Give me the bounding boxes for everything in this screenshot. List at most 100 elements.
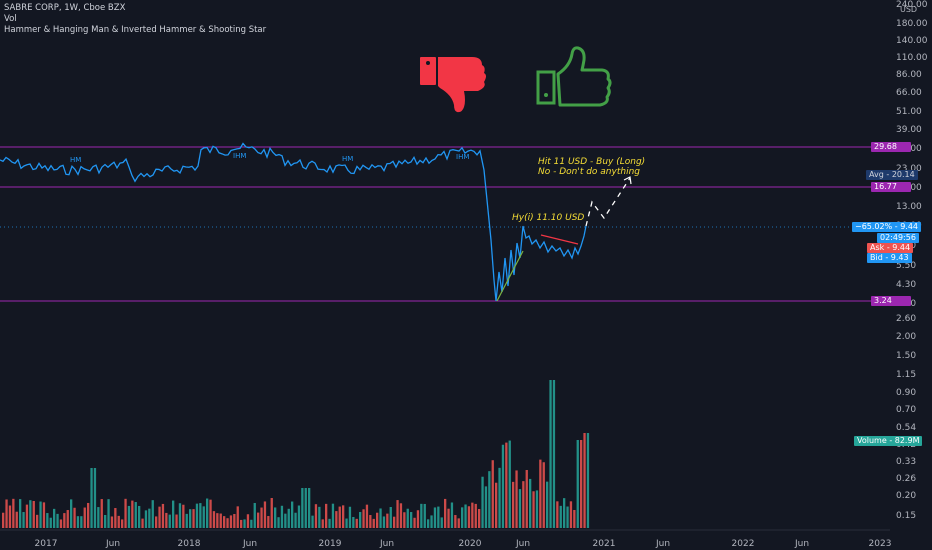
volume-bar <box>155 516 158 528</box>
level-tag-upper: 29.68 <box>871 142 911 152</box>
horizontal-levels <box>0 146 890 302</box>
price-tick-label: 86.00 <box>896 70 922 80</box>
volume-bar <box>508 440 511 528</box>
price-tick-label: 0.15 <box>896 511 916 521</box>
volume-bar <box>321 519 324 528</box>
volume-bar <box>124 498 127 528</box>
price-tick-label: 5.50 <box>896 261 916 271</box>
volume-bar <box>314 504 318 528</box>
volume-bar <box>87 502 90 528</box>
volume-bar <box>15 511 18 528</box>
volume-bar <box>250 519 253 528</box>
volume-bar <box>243 519 246 528</box>
volume-bar <box>444 498 447 528</box>
volume-bar <box>270 498 273 528</box>
volume-bar <box>114 508 117 528</box>
bid-tag: Bid - 9.43 <box>867 253 912 263</box>
volume-bar <box>206 498 209 528</box>
volume-bar <box>539 459 542 528</box>
volume-bar <box>148 508 151 528</box>
volume-bar <box>195 503 199 528</box>
ask-label: Ask <box>870 243 885 252</box>
volume-bar <box>297 505 301 528</box>
volume-bar <box>505 442 508 528</box>
volume-bar <box>121 519 124 528</box>
volume-bar <box>189 509 192 528</box>
pattern-labels: HM IHM HM IHM <box>70 152 469 164</box>
volume-bar <box>580 440 583 528</box>
volume-legend[interactable]: Vol <box>4 14 17 24</box>
symbol-title[interactable]: SABRE CORP, 1W, Cboe BZX <box>4 3 126 13</box>
time-tick-label: 2023 <box>869 539 892 549</box>
volume-bar <box>535 490 539 528</box>
time-tick-label: 2018 <box>178 539 201 549</box>
volume-bar <box>83 507 86 528</box>
volume-bar <box>199 503 202 528</box>
volume-bar <box>382 516 386 528</box>
volume-bar <box>440 517 443 528</box>
plan-annotation-line1[interactable]: Hit 11 USD - Buy (Long) <box>538 157 645 167</box>
price-tick-label: 13.00 <box>896 202 922 212</box>
volume-bar <box>338 506 341 528</box>
volume-bar <box>586 433 590 528</box>
volume-bar <box>369 515 372 528</box>
volume-bar <box>80 516 83 528</box>
price-tick-label: 110.00 <box>896 53 928 63</box>
volume-bar <box>19 499 22 528</box>
annotation-texts[interactable]: Hy(i) 11.10 USD Hit 11 USD - Buy (Long) … <box>512 157 645 223</box>
price-tick-label: 4.30 <box>896 280 916 290</box>
volume-bar <box>318 506 321 528</box>
volume-bar <box>223 516 226 528</box>
volume-bar <box>430 515 433 528</box>
volume-bar <box>284 513 287 528</box>
time-tick-label: 2017 <box>35 539 58 549</box>
volume-bar <box>501 444 505 528</box>
price-tick-label: 0.33 <box>896 457 916 467</box>
volume-bar <box>280 505 284 528</box>
volume-bar <box>172 500 175 528</box>
volume-bar <box>233 513 236 528</box>
volume-bar <box>257 512 260 528</box>
volume-bar <box>532 491 535 528</box>
price-tick-label: 39.00 <box>896 125 922 135</box>
volume-bar <box>522 481 525 528</box>
volume-bar <box>216 513 219 528</box>
change-percent: −65.02% <box>855 222 893 231</box>
target-annotation[interactable]: Hy(i) 11.10 USD <box>512 213 584 223</box>
volume-bar <box>403 512 406 528</box>
resistance-trendline <box>540 234 579 245</box>
volume-bar <box>107 499 110 528</box>
volume-bar <box>559 505 562 528</box>
pattern-label: HM <box>70 156 81 164</box>
volume-bar <box>495 482 498 528</box>
indicator-legend[interactable]: Hammer & Hanging Man & Inverted Hammer &… <box>4 25 267 35</box>
volume-bar <box>325 503 328 528</box>
volume-bar <box>8 505 12 528</box>
price-tick-label: 0.90 <box>896 388 916 398</box>
volume-bar <box>246 514 250 528</box>
volume-bar <box>301 488 304 528</box>
volume-bar <box>308 488 311 528</box>
time-axis[interactable]: 2017 Jun 2018 Jun 2019 Jun 2020 Jun 2021 Jun 2022 J… <box>35 539 892 549</box>
volume-bar <box>348 506 352 528</box>
volume-bar <box>59 519 63 528</box>
plan-annotation-line2[interactable]: No - Don't do anything <box>538 167 640 177</box>
volume-bar <box>93 468 97 528</box>
volume-bar <box>372 518 375 528</box>
volume-bar <box>212 511 216 528</box>
price-tick-label: 0.54 <box>896 423 916 433</box>
volume-bar <box>481 476 484 528</box>
drawing-tools[interactable] <box>496 176 632 302</box>
volume-bar <box>127 505 131 528</box>
volume-bar <box>76 516 80 528</box>
volume-bar <box>342 505 345 528</box>
volume-bar <box>46 513 49 528</box>
level-lower-value: 3.24 <box>874 296 892 305</box>
volume-value: 82.9M <box>894 436 920 445</box>
volume-bar <box>399 503 403 528</box>
time-tick-label: 2020 <box>459 539 482 549</box>
volume-bar <box>359 512 362 528</box>
volume-bar <box>457 518 460 528</box>
price-tick-label: 1.50 <box>896 351 916 361</box>
